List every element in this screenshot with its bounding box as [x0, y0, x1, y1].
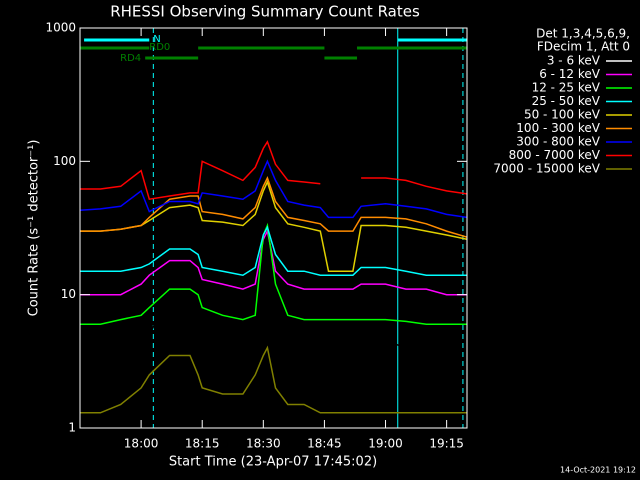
- legend-label: 7000 - 15000 keV: [493, 162, 600, 176]
- series-line: [80, 225, 467, 276]
- legend-label: 100 - 300 keV: [516, 121, 600, 135]
- y-tick-label: 1: [68, 421, 76, 435]
- x-tick-label: 18:00: [124, 437, 159, 451]
- annotation-label: RD4: [120, 53, 141, 64]
- legend-label: 800 - 7000 keV: [509, 148, 601, 162]
- chart-title: RHESSI Observing Summary Count Rates: [110, 3, 420, 21]
- series-line: [80, 345, 467, 414]
- legend-header: Det 1,3,4,5,6,9,: [536, 27, 630, 41]
- legend-label: 50 - 100 keV: [524, 108, 601, 122]
- y-tick-label: 100: [53, 154, 76, 168]
- x-tick-label: 19:15: [429, 437, 464, 451]
- x-tick-label: 18:45: [307, 437, 342, 451]
- series-line: [80, 222, 467, 325]
- series-line: [80, 140, 467, 201]
- legend-label: 25 - 50 keV: [532, 94, 601, 108]
- legend-label: 6 - 12 keV: [539, 67, 601, 81]
- y-tick-label: 1000: [45, 21, 76, 35]
- series-line: [80, 228, 467, 296]
- legend-label: 12 - 25 keV: [532, 81, 601, 95]
- series-line: [80, 176, 467, 238]
- series-line: [80, 230, 467, 366]
- footer: 14-Oct-2021 19:12: [560, 466, 636, 475]
- annotation-label: RD0: [149, 42, 170, 53]
- series-line: [80, 179, 467, 272]
- x-axis-label: Start Time (23-Apr-07 17:45:02): [169, 455, 377, 470]
- plot-frame: [79, 27, 468, 429]
- x-tick-label: 18:15: [185, 437, 220, 451]
- legend-label: 300 - 800 keV: [516, 135, 600, 149]
- legend-header: FDecim 1, Att 0: [537, 40, 630, 54]
- y-axis-label: Count Rate (s⁻¹ detector⁻¹): [27, 140, 42, 317]
- annotation-label: N: [153, 34, 160, 45]
- series-line: [80, 159, 467, 219]
- x-tick-label: 19:00: [368, 437, 403, 451]
- legend-label: 3 - 6 keV: [547, 54, 601, 68]
- y-tick-label: 10: [61, 287, 76, 301]
- x-tick-label: 18:30: [246, 437, 281, 451]
